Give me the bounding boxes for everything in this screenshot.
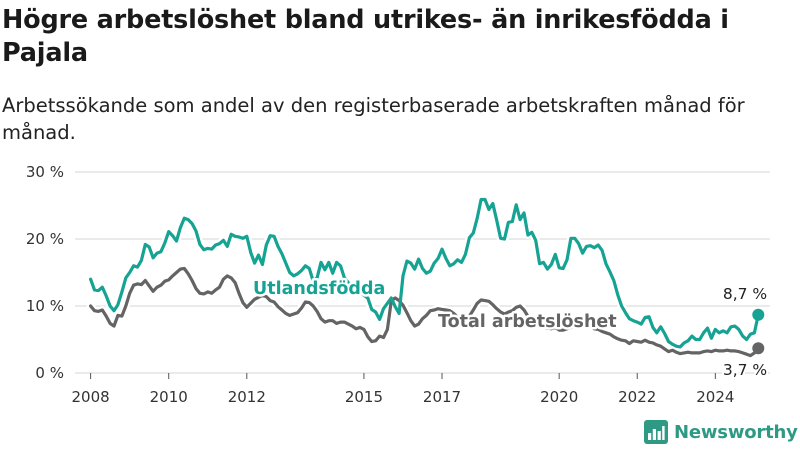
y-tick-label: 0 % (35, 364, 64, 382)
y-tick-label: 20 % (26, 230, 64, 248)
x-tick-label: 2010 (150, 388, 188, 406)
end-value-utlandsfodda: 8,7 % (723, 285, 767, 303)
series-halo (86, 264, 763, 360)
x-axis: 2008 2010 2012 2015 2017 2020 2022 2024 (72, 373, 734, 406)
x-tick-label: 2008 (72, 388, 110, 406)
series-end-point (752, 308, 765, 321)
end-value-total: 3,7 % (723, 361, 767, 379)
brand-name: Newsworthy (674, 421, 798, 443)
line-chart: 0 % 10 % 20 % 30 % 2008 2010 2012 2015 2017 2020… (26, 163, 770, 406)
series-labels: Utlandsfödda Total arbetslöshet 8,7 % 3,7 % (251, 277, 770, 382)
gridlines: 0 % 10 % 20 % 30 % (26, 163, 770, 382)
x-tick-label: 2015 (345, 388, 383, 406)
chart-subtitle: Arbetssökande som andel av den registerb… (2, 94, 745, 144)
x-tick-label: 2020 (540, 388, 578, 406)
x-tick-label: 2012 (228, 388, 266, 406)
series-lines (86, 195, 765, 360)
series-line-utlandsfodda (89, 197, 760, 349)
bar-chart-icon (644, 420, 668, 444)
chart-title: Högre arbetslöshet bland utrikes- än inr… (2, 5, 729, 68)
x-tick-label: 2024 (696, 388, 734, 406)
series-label-utlandsfodda: Utlandsfödda (253, 279, 385, 299)
series-end-point (752, 342, 765, 355)
newsworthy-logo: Newsworthy (644, 420, 798, 444)
y-tick-label: 30 % (26, 163, 64, 181)
series-label-total: Total arbetslöshet (438, 312, 617, 332)
x-tick-label: 2017 (423, 388, 461, 406)
series-line-total (89, 266, 760, 358)
y-tick-label: 10 % (26, 297, 64, 315)
x-tick-label: 2022 (618, 388, 656, 406)
